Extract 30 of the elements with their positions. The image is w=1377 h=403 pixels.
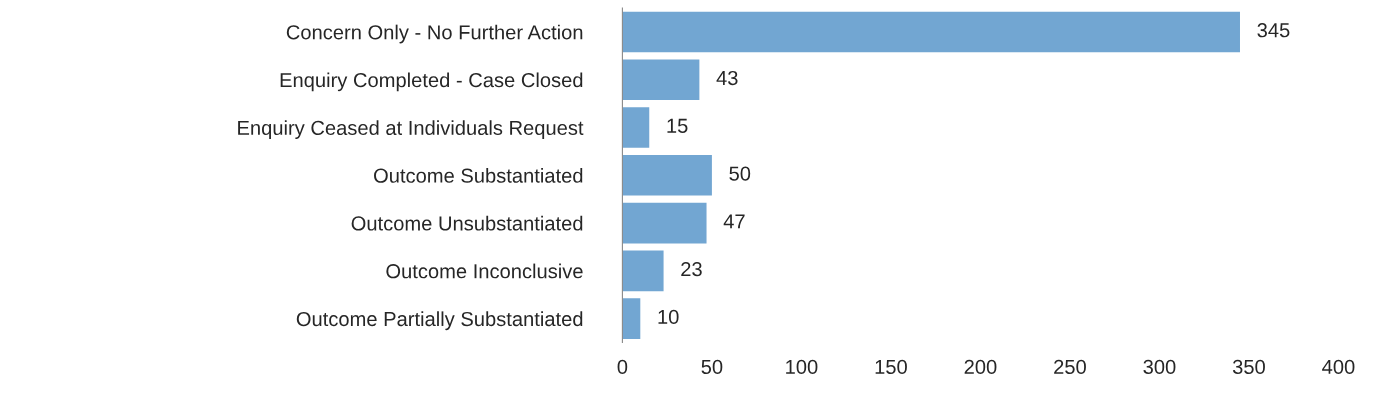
y-tick-label: Enquiry Completed - Case Closed <box>280 72 583 92</box>
bar <box>622 155 712 196</box>
x-tick-label: 250 <box>1054 359 1086 375</box>
bar <box>622 250 664 292</box>
x-tick-label: 400 <box>1322 359 1355 375</box>
bar <box>622 202 707 244</box>
data-label: 345 <box>1257 23 1290 38</box>
data-label: 10 <box>658 309 679 325</box>
x-tick-label: 150 <box>875 359 907 375</box>
bar <box>622 107 650 148</box>
bar <box>622 11 1240 53</box>
y-tick-label: Enquiry Ceased at Individuals Request <box>238 120 584 139</box>
data-label: 15 <box>667 118 688 133</box>
y-tick-label: Outcome Partially Substantiated <box>296 311 583 331</box>
data-label: 23 <box>681 262 702 277</box>
x-tick-label: 100 <box>786 359 818 375</box>
x-tick-label: 0 <box>617 359 628 375</box>
x-tick-label: 350 <box>1232 359 1265 375</box>
x-tick-label: 50 <box>701 359 723 375</box>
y-tick-label: Outcome Substantiated <box>374 168 583 183</box>
data-label: 50 <box>729 166 751 181</box>
data-label: 43 <box>716 70 738 86</box>
bar <box>622 59 700 101</box>
y-tick-label: Outcome Inconclusive <box>386 263 583 279</box>
y-tick-label: Concern Only - No Further Action <box>286 24 583 44</box>
data-label: 47 <box>723 214 745 229</box>
y-tick-label: Outcome Unsubstantiated <box>351 215 583 231</box>
x-tick-label: 200 <box>964 359 997 375</box>
x-tick-label: 300 <box>1143 359 1176 375</box>
bar <box>622 298 641 339</box>
